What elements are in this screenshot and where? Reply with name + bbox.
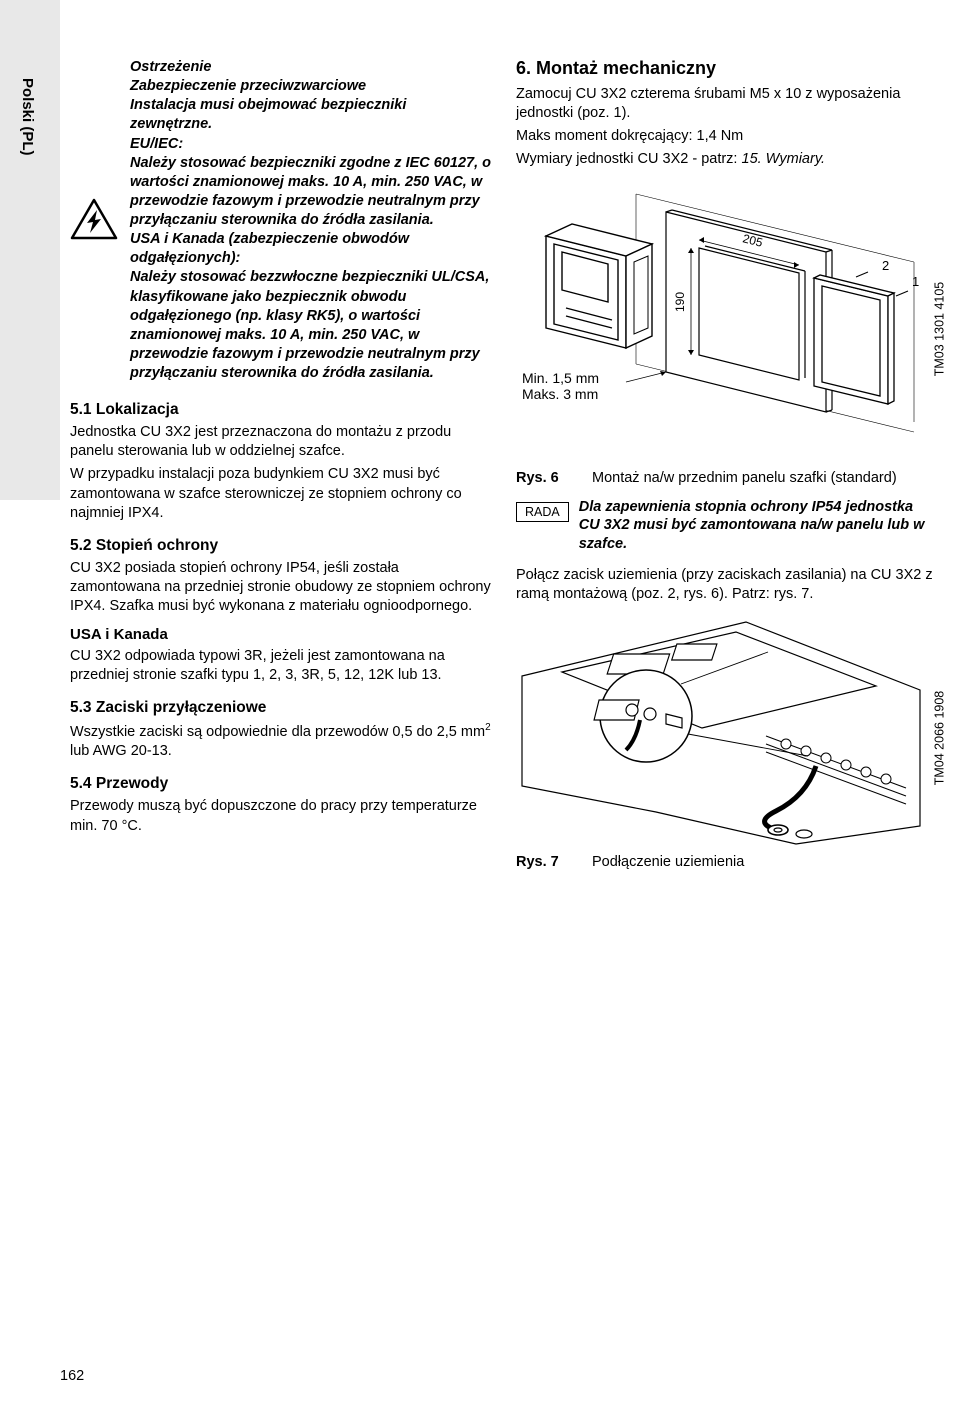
p-5-2-a: CU 3X2 posiada stopień ochrony IP54, jeś…: [70, 559, 492, 616]
fig6-thick1: Min. 1,5 mm: [522, 370, 599, 386]
warning-p3b: Należy stosować bezpieczniki zgodne z IE…: [130, 155, 491, 228]
warning-p1: Zabezpieczenie przeciwzwarciowe: [130, 77, 492, 96]
page-number: 162: [60, 1368, 84, 1384]
warning-block: Ostrzeżenie Zabezpieczenie przeciwzwarci…: [70, 58, 492, 383]
fig7-text: Podłączenie uziemienia: [592, 854, 744, 870]
warning-p3a: EU/IEC:: [130, 136, 183, 152]
fig6-thick: Min. 1,5 mm Maks. 3 mm: [522, 370, 599, 402]
dim-190: 190: [673, 291, 687, 311]
p-5-1-b: W przypadku instalacji poza budynkiem CU…: [70, 465, 492, 522]
p-6-c-txt: Wymiary jednostki CU 3X2 - patrz:: [516, 151, 742, 167]
fig6-thick2: Maks. 3 mm: [522, 386, 599, 402]
heading-5-4: 5.4 Przewody: [70, 775, 492, 793]
warning-title: Ostrzeżenie: [130, 58, 492, 77]
fig6-label: Rys. 6: [516, 470, 572, 486]
p-5-2-usa: CU 3X2 odpowiada typowi 3R, jeżeli jest …: [70, 647, 492, 685]
heading-usa: USA i Kanada: [70, 626, 492, 643]
heading-5-2: 5.2 Stopień ochrony: [70, 537, 492, 555]
p-after-note: Połącz zacisk uziemienia (przy zaciskach…: [516, 566, 938, 604]
p-5-4: Przewody muszą być dopuszczone do pracy …: [70, 797, 492, 835]
fig6-text: Montaż na/w przednim panelu szafki (stan…: [592, 470, 897, 486]
warning-text: Ostrzeżenie Zabezpieczenie przeciwzwarci…: [130, 58, 492, 383]
p-5-3: Wszystkie zaciski są odpowiednie dla prz…: [70, 721, 492, 761]
fig6-ref-side: TM03 1301 4105: [933, 281, 947, 376]
language-tab: Polski (PL): [0, 0, 60, 500]
note-text: Dla zapewnienia stopnia ochrony IP54 jed…: [579, 498, 938, 555]
page-content: Ostrzeżenie Zabezpieczenie przeciwzwarci…: [60, 58, 950, 870]
warning-p4b: Należy stosować bezzwłoczne bezpieczniki…: [130, 269, 489, 381]
fig7-label: Rys. 7: [516, 854, 572, 870]
marker-2: 2: [882, 258, 889, 273]
warning-p4a: USA i Kanada (zabezpieczenie obwodów odg…: [130, 231, 409, 266]
figure-7-svg: [516, 616, 926, 846]
heading-5-1: 5.1 Lokalizacja: [70, 401, 492, 419]
language-label: Polski (PL): [19, 78, 36, 156]
marker-1: 1: [912, 274, 919, 289]
note-block: RADA Dla zapewnienia stopnia ochrony IP5…: [516, 498, 938, 555]
p-6-c-ref: 15. Wymiary.: [742, 151, 826, 167]
heading-5-3: 5.3 Zaciski przyłączeniowe: [70, 699, 492, 717]
fig7-caption: Rys. 7 Podłączenie uziemienia: [516, 854, 938, 870]
fig7-ref-side: TM04 2066 1908: [933, 691, 947, 786]
p-5-3-a: Wszystkie zaciski są odpowiednie dla prz…: [70, 724, 485, 740]
p-6-a: Zamocuj CU 3X2 czterema śrubami M5 x 10 …: [516, 85, 938, 123]
warning-p2: Instalacja musi obejmować bezpieczniki z…: [130, 96, 492, 134]
fig6-caption: Rys. 6 Montaż na/w przednim panelu szafk…: [516, 470, 938, 486]
p-5-1-a: Jednostka CU 3X2 jest przeznaczona do mo…: [70, 423, 492, 461]
p-6-c: Wymiary jednostki CU 3X2 - patrz: 15. Wy…: [516, 150, 938, 169]
figure-6-svg: 205 190 2 1: [516, 182, 926, 462]
p-6-b: Maks moment dokręcający: 1,4 Nm: [516, 127, 938, 146]
p-5-3-b: lub AWG 20-13.: [70, 743, 172, 759]
figure-7: TM04 2066 1908: [516, 616, 938, 846]
left-column: Ostrzeżenie Zabezpieczenie przeciwzwarci…: [60, 58, 492, 870]
note-label: RADA: [516, 502, 569, 522]
superscript-2: 2: [485, 722, 491, 733]
figure-6: 205 190 2 1 Min. 1,5 mm Maks. 3 mm TM03 …: [516, 182, 938, 462]
warning-icon: [70, 198, 118, 240]
heading-6: 6. Montaż mechaniczny: [516, 58, 938, 79]
right-column: 6. Montaż mechaniczny Zamocuj CU 3X2 czt…: [516, 58, 950, 870]
